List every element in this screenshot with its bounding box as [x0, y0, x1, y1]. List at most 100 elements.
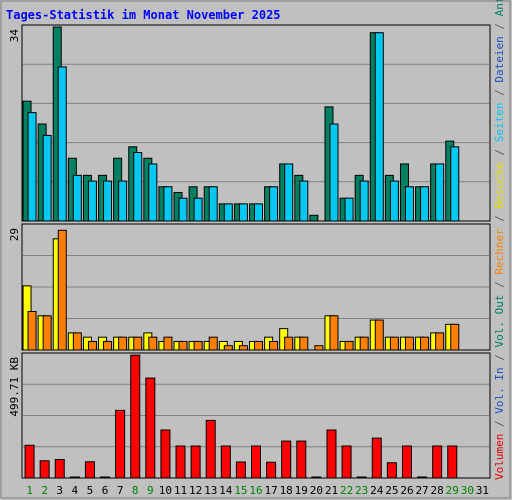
bar-volumen-day-20 — [311, 476, 322, 479]
x-tick-label-21: 21 — [325, 484, 338, 497]
bar-volumen-day-9 — [145, 377, 156, 479]
bar-rechner-day-23 — [359, 336, 369, 351]
legend-separator: / — [493, 348, 506, 368]
legend-item-volumen: Volumen — [493, 434, 506, 480]
bar-rechner-day-21 — [329, 315, 339, 351]
panel-middle: 29 — [8, 223, 491, 351]
bar-volumen-day-3 — [54, 459, 65, 479]
legend-separator: / — [493, 275, 506, 295]
bar-seiten-day-8 — [133, 152, 143, 222]
x-axis-labels: 1 2 3 4 5 6 7 8 9 10 11 12 13 14 15 16 17 18 19 20 21 22 23 24 2… — [26, 484, 489, 497]
legend-item-seiten: Seiten — [493, 102, 506, 142]
bar-rechner-day-29 — [450, 323, 460, 351]
x-tick-label-4: 4 — [72, 484, 79, 497]
x-tick-label-25: 25 — [385, 484, 398, 497]
bar-rechner-day-1 — [27, 311, 37, 351]
bar-rechner-day-12 — [193, 340, 203, 351]
legend-separator: / — [493, 83, 506, 103]
bar-volumen-day-1 — [24, 444, 35, 479]
x-tick-label-10: 10 — [159, 484, 172, 497]
legend-item-vol-out: Vol. Out — [493, 295, 506, 348]
bar-volumen-day-18 — [281, 440, 292, 479]
legend-item-rechner: Rechner — [493, 228, 506, 275]
legend-item-besuche: Besuche — [493, 162, 506, 208]
bar-rechner-day-25 — [389, 336, 399, 351]
panel-top-ymax-label: 34 — [8, 29, 21, 43]
x-tick-label-15: 15 — [234, 484, 247, 497]
x-tick-label-1: 1 — [26, 484, 33, 497]
bar-volumen-day-23 — [356, 476, 367, 479]
bar-rechner-day-20 — [314, 345, 324, 351]
x-tick-label-20: 20 — [310, 484, 323, 497]
bar-seiten-day-26 — [404, 186, 414, 222]
bar-seiten-day-11 — [178, 197, 188, 222]
bar-seiten-day-25 — [389, 180, 399, 222]
bar-rechner-day-26 — [404, 336, 414, 351]
bar-volumen-day-13 — [205, 419, 216, 479]
bar-rechner-day-13 — [208, 336, 218, 351]
x-tick-label-11: 11 — [174, 484, 187, 497]
x-tick-label-2: 2 — [41, 484, 48, 497]
bar-rechner-day-22 — [344, 340, 354, 351]
bar-rechner-day-10 — [163, 336, 173, 351]
bar-seiten-day-13 — [208, 186, 218, 222]
bar-seiten-day-7 — [118, 180, 128, 222]
bar-seiten-day-29 — [450, 146, 460, 222]
x-tick-label-23: 23 — [355, 484, 368, 497]
bar-seiten-day-4 — [72, 174, 82, 222]
x-tick-label-30: 30 — [461, 484, 474, 497]
bar-rechner-day-28 — [435, 332, 445, 351]
bar-rechner-day-5 — [87, 340, 97, 351]
bar-volumen-day-16 — [251, 445, 261, 479]
bar-volumen-day-7 — [115, 409, 126, 479]
x-tick-label-12: 12 — [189, 484, 202, 497]
bar-rechner-day-7 — [118, 336, 128, 351]
bar-volumen-day-26 — [401, 445, 412, 479]
bar-volumen-day-5 — [84, 461, 95, 479]
x-tick-label-24: 24 — [370, 484, 384, 497]
x-tick-label-9: 9 — [147, 484, 154, 497]
legend-separator: / — [493, 16, 506, 36]
series-rechner — [27, 229, 460, 351]
x-tick-label-27: 27 — [415, 484, 428, 497]
bar-seiten-day-18 — [284, 163, 294, 222]
x-tick-label-22: 22 — [340, 484, 353, 497]
bar-seiten-day-14 — [223, 203, 233, 222]
bar-volumen-day-29 — [447, 445, 458, 479]
series-seiten — [27, 32, 460, 222]
bar-volumen-day-6 — [100, 476, 111, 479]
bar-rechner-day-3 — [57, 229, 67, 351]
bar-seiten-day-22 — [344, 197, 354, 222]
x-tick-label-14: 14 — [219, 484, 233, 497]
bar-seiten-day-19 — [299, 180, 309, 222]
x-tick-label-8: 8 — [132, 484, 139, 497]
bar-rechner-day-9 — [148, 336, 158, 351]
bar-rechner-day-19 — [299, 336, 309, 351]
x-tick-label-7: 7 — [117, 484, 124, 497]
bar-volumen-day-14 — [220, 445, 231, 479]
bar-seiten-day-2 — [42, 134, 52, 222]
x-tick-label-28: 28 — [431, 484, 444, 497]
bar-seiten-day-15 — [238, 203, 248, 222]
bar-seiten-day-5 — [87, 180, 97, 222]
legend-separator: / — [493, 414, 506, 434]
legend-separator: / — [493, 208, 506, 228]
bar-rechner-day-15 — [238, 345, 248, 351]
x-tick-label-19: 19 — [295, 484, 308, 497]
bar-seiten-day-24 — [374, 32, 384, 222]
legend-item-dateien: Dateien — [493, 36, 506, 82]
panel-bottom-ymax-label: 499.71 KB — [8, 357, 21, 417]
x-tick-label-29: 29 — [446, 484, 459, 497]
legend-item-anfragen: Anfragen — [493, 0, 506, 16]
x-tick-label-18: 18 — [280, 484, 293, 497]
bar-seiten-day-3 — [57, 66, 67, 222]
bar-volumen-day-17 — [266, 461, 277, 479]
bar-rechner-day-27 — [420, 336, 430, 351]
bar-volumen-day-24 — [371, 437, 382, 479]
bar-volumen-day-27 — [417, 476, 428, 479]
bar-seiten-day-23 — [359, 180, 369, 222]
bar-rechner-day-6 — [103, 340, 113, 351]
